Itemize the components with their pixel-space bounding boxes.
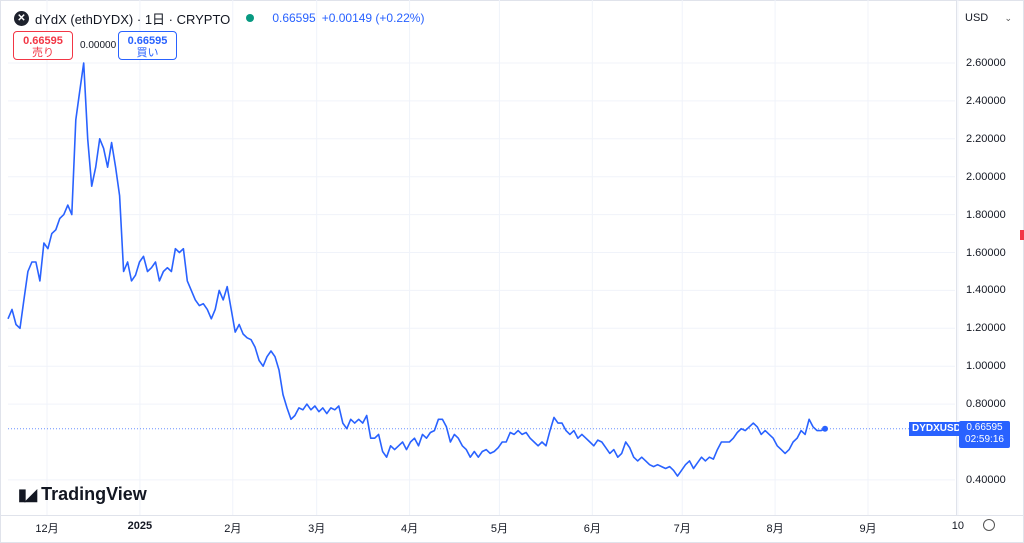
y-tick-label: 2.00000 [966, 170, 1006, 183]
buy-button[interactable]: 0.66595 買い [118, 31, 177, 60]
time-axis[interactable] [0, 515, 1024, 516]
x-tick-label: 6月 [583, 523, 601, 535]
x-tick-label: 3月 [308, 523, 326, 535]
x-tick-label: 12月 [35, 523, 59, 535]
x-tick-label: 9月 [859, 523, 877, 535]
symbol-title[interactable]: dYdX (ethDYDX) · 1日 · CRYPTO [35, 11, 231, 27]
chevron-down-icon: ⌄ [1004, 12, 1012, 23]
price-change: +0.00149 (+0.22%) [321, 11, 425, 25]
dydx-logo-icon: ✕ [14, 10, 29, 26]
x-tick-label: 2月 [224, 523, 242, 535]
y-tick-label: 1.00000 [966, 360, 1006, 373]
market-status-icon [246, 14, 255, 22]
buy-label: 買い [136, 47, 159, 59]
y-tick-label: 0.40000 [966, 473, 1006, 486]
watermark-text: TradingView [41, 484, 147, 504]
last-price-tag: 0.66595 02:59:16 [959, 421, 1010, 448]
y-tick-label: 2.60000 [966, 57, 1006, 69]
symbol-header[interactable]: ✕ dYdX (ethDYDX) · 1日 · CRYPTO 0.66595 +… [14, 8, 424, 28]
y-tick-label: 2.40000 [966, 94, 1006, 107]
sell-button[interactable]: 0.66595 売り [13, 31, 73, 60]
y-tick-label: 1.60000 [966, 246, 1006, 259]
x-tick-label: 10 [951, 520, 964, 532]
x-tick-label: 8月 [766, 523, 784, 535]
currency-label: USD [965, 12, 989, 24]
sell-label: 売り [32, 47, 54, 59]
symbol-price-tag: DYDXUSD [909, 422, 964, 436]
y-tick-label: 2.20000 [966, 132, 1006, 145]
tradingview-watermark[interactable]: ▮◢ TradingView [18, 484, 147, 505]
bar-countdown: 02:59:16 [965, 434, 1004, 445]
tradingview-logo-icon: ▮◢ [18, 486, 37, 504]
right-edge-marker [1020, 230, 1024, 240]
settings-icon[interactable] [983, 519, 995, 531]
price-axis[interactable] [956, 0, 957, 515]
last-price: 0.66595 [272, 11, 316, 25]
x-tick-label: 2025 [127, 520, 153, 532]
price-series-line [7, 62, 826, 477]
grid [8, 0, 959, 515]
y-tick-label: 1.20000 [966, 322, 1006, 335]
x-tick-label: 7月 [673, 523, 691, 535]
y-tick-label: 0.80000 [966, 398, 1006, 411]
last-price-point [822, 425, 828, 432]
x-tick-label: 4月 [400, 523, 419, 535]
sell-price: 0.66595 [23, 35, 63, 47]
y-tick-label: 1.40000 [966, 284, 1006, 297]
x-tick-label: 5月 [490, 523, 508, 535]
tag-price-value: 0.66595 [966, 422, 1003, 433]
spread-value: 0.00000 [80, 40, 117, 51]
y-tick-label: 1.80000 [966, 208, 1006, 221]
buy-price: 0.66595 [127, 35, 168, 47]
currency-selector[interactable]: USD ⌄ [956, 7, 1018, 29]
